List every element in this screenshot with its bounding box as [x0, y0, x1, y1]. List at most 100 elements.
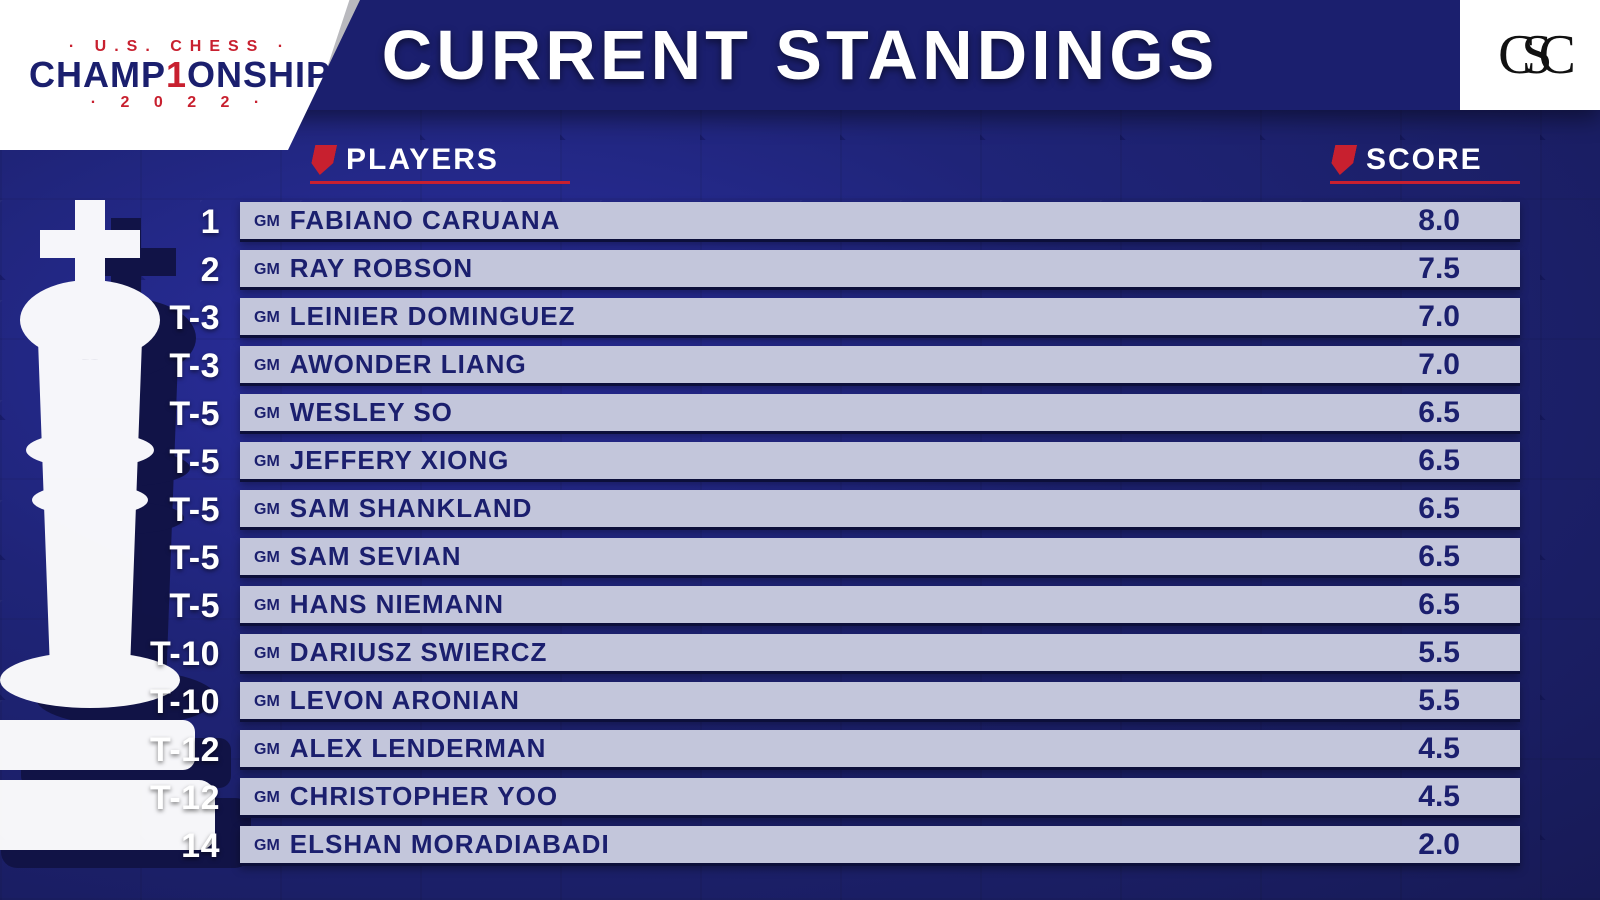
rank-cell: T-5 — [120, 587, 240, 626]
player-bar: GM LEVON ARONIAN 5.5 — [240, 682, 1520, 722]
score-cell: 4.5 — [1418, 778, 1460, 815]
header-score: SCORE — [1330, 143, 1520, 184]
rank-cell: T-5 — [120, 443, 240, 482]
player-bar: GM AWONDER LIANG 7.0 — [240, 346, 1520, 386]
table-row: T-5 GM SAM SEVIAN 6.5 — [120, 534, 1520, 582]
event-logo-line2-post: ONSHIP — [187, 54, 331, 95]
player-name: FABIANO CARUANA — [290, 205, 561, 236]
player-bar: GMRAY ROBSON7.5 — [240, 250, 1520, 290]
rank-cell: 14 — [120, 827, 240, 866]
title-prefix: GM — [254, 453, 280, 471]
player-bar: GM ELSHAN MORADIABADI 2.0 — [240, 826, 1520, 866]
player-name: LEINIER DOMINGUEZ — [290, 301, 576, 332]
title-prefix: GM — [254, 309, 280, 327]
title-prefix: GM — [254, 741, 280, 759]
stage: CURRENT STANDINGS · U.S. CHESS · CHAMP1O… — [0, 0, 1600, 900]
title-prefix: GM — [254, 501, 280, 519]
title-prefix: GM — [254, 261, 280, 279]
player-bar: GM LEINIER DOMINGUEZ 7.0 — [240, 298, 1520, 338]
table-row: 14 GM ELSHAN MORADIABADI 2.0 — [120, 822, 1520, 870]
title-prefix: GM — [254, 693, 280, 711]
score-cell: 4.5 — [1418, 730, 1460, 767]
rank-cell: T-12 — [120, 779, 240, 818]
csc-logo-text: CSC — [1498, 23, 1562, 87]
table-row: T-12 GM CHRISTOPHER YOO 4.5 — [120, 774, 1520, 822]
player-bar: GM CHRISTOPHER YOO 4.5 — [240, 778, 1520, 818]
player-name: WESLEY SO — [290, 397, 453, 428]
title-prefix: GM — [254, 357, 280, 375]
player-name: DARIUSZ SWIERCZ — [290, 637, 548, 668]
rank-cell: T-12 — [120, 731, 240, 770]
flag-icon — [309, 145, 337, 175]
score-cell: 6.5 — [1418, 442, 1460, 479]
player-name: RAY ROBSON — [290, 253, 473, 284]
title-prefix: GM — [254, 597, 280, 615]
event-logo-plate: · U.S. CHESS · CHAMP1ONSHIP · 2 0 2 2 · — [0, 0, 360, 150]
header-score-label: SCORE — [1366, 143, 1483, 177]
score-cell: 6.5 — [1418, 490, 1460, 527]
rank-cell: T-3 — [120, 299, 240, 338]
player-bar: GM SAM SHANKLAND 6.5 — [240, 490, 1520, 530]
table-row: T-10 GM LEVON ARONIAN 5.5 — [120, 678, 1520, 726]
header-players: PLAYERS — [310, 143, 570, 184]
player-name: AWONDER LIANG — [290, 349, 527, 380]
rank-cell: 2 — [120, 251, 240, 290]
score-cell: 5.5 — [1418, 634, 1460, 671]
csc-logo-plate: CSC — [1460, 0, 1600, 110]
rank-cell: T-10 — [120, 635, 240, 674]
player-name: HANS NIEMANN — [290, 589, 504, 620]
event-logo-line1: · U.S. CHESS · — [29, 39, 331, 55]
rank-cell: 1 — [120, 203, 240, 242]
player-bar: GM SAM SEVIAN 6.5 — [240, 538, 1520, 578]
table-row: T-5 GM SAM SHANKLAND 6.5 — [120, 486, 1520, 534]
score-cell: 5.5 — [1418, 682, 1460, 719]
player-name: LEVON ARONIAN — [290, 685, 520, 716]
score-cell: 7.0 — [1418, 346, 1460, 383]
player-name: JEFFERY XIONG — [290, 445, 510, 476]
event-logo-line2: CHAMP1ONSHIP — [29, 57, 331, 93]
title-prefix: GM — [254, 837, 280, 855]
player-name: CHRISTOPHER YOO — [290, 781, 558, 812]
title-prefix: GM — [254, 549, 280, 567]
table-row: T-5 GM JEFFERY XIONG 6.5 — [120, 438, 1520, 486]
score-cell: 7.0 — [1418, 298, 1460, 335]
score-cell: 2.0 — [1418, 826, 1460, 863]
table-row: T-5 GM HANS NIEMANN 6.5 — [120, 582, 1520, 630]
title-prefix: GM — [254, 645, 280, 663]
rank-cell: T-3 — [120, 347, 240, 386]
title-prefix: GM — [254, 789, 280, 807]
rank-cell: T-5 — [120, 491, 240, 530]
table-row: T-3 GM AWONDER LIANG 7.0 — [120, 342, 1520, 390]
table-row: T-5 GM WESLEY SO 6.5 — [120, 390, 1520, 438]
standings-table: 1GMFABIANO CARUANA8.02GMRAY ROBSON7.5T-3… — [120, 198, 1520, 870]
event-logo: · U.S. CHESS · CHAMP1ONSHIP · 2 0 2 2 · — [29, 39, 331, 111]
player-name: ELSHAN MORADIABADI — [290, 829, 610, 860]
flag-icon — [1329, 145, 1357, 175]
header-players-label: PLAYERS — [346, 143, 499, 177]
score-cell: 6.5 — [1418, 394, 1460, 431]
event-logo-line3: · 2 0 2 2 · — [29, 95, 331, 111]
player-name: SAM SHANKLAND — [290, 493, 533, 524]
score-cell: 8.0 — [1418, 202, 1460, 239]
player-bar: GM HANS NIEMANN 6.5 — [240, 586, 1520, 626]
table-row: 1 GM FABIANO CARUANA 8.0 — [120, 198, 1520, 246]
player-name: SAM SEVIAN — [290, 541, 462, 572]
player-name: ALEX LENDERMAN — [290, 733, 547, 764]
table-row: T-10 GM DARIUSZ SWIERCZ 5.5 — [120, 630, 1520, 678]
rank-cell: T-5 — [120, 395, 240, 434]
rank-cell: T-5 — [120, 539, 240, 578]
player-bar: GM JEFFERY XIONG 6.5 — [240, 442, 1520, 482]
player-bar: GM FABIANO CARUANA 8.0 — [240, 202, 1520, 242]
event-logo-line2-i: 1 — [166, 54, 187, 95]
score-cell: 6.5 — [1418, 538, 1460, 575]
table-row: T-12 GM ALEX LENDERMAN 4.5 — [120, 726, 1520, 774]
column-headers: PLAYERS SCORE — [310, 140, 1520, 184]
table-row: T-3 GM LEINIER DOMINGUEZ 7.0 — [120, 294, 1520, 342]
title-prefix: GM — [254, 405, 280, 423]
player-bar: GM WESLEY SO 6.5 — [240, 394, 1520, 434]
player-bar: GM ALEX LENDERMAN 4.5 — [240, 730, 1520, 770]
rank-cell: T-10 — [120, 683, 240, 722]
title-prefix: GM — [254, 213, 280, 231]
score-cell: 6.5 — [1418, 586, 1460, 623]
event-logo-line2-pre: CHAMP — [29, 54, 166, 95]
